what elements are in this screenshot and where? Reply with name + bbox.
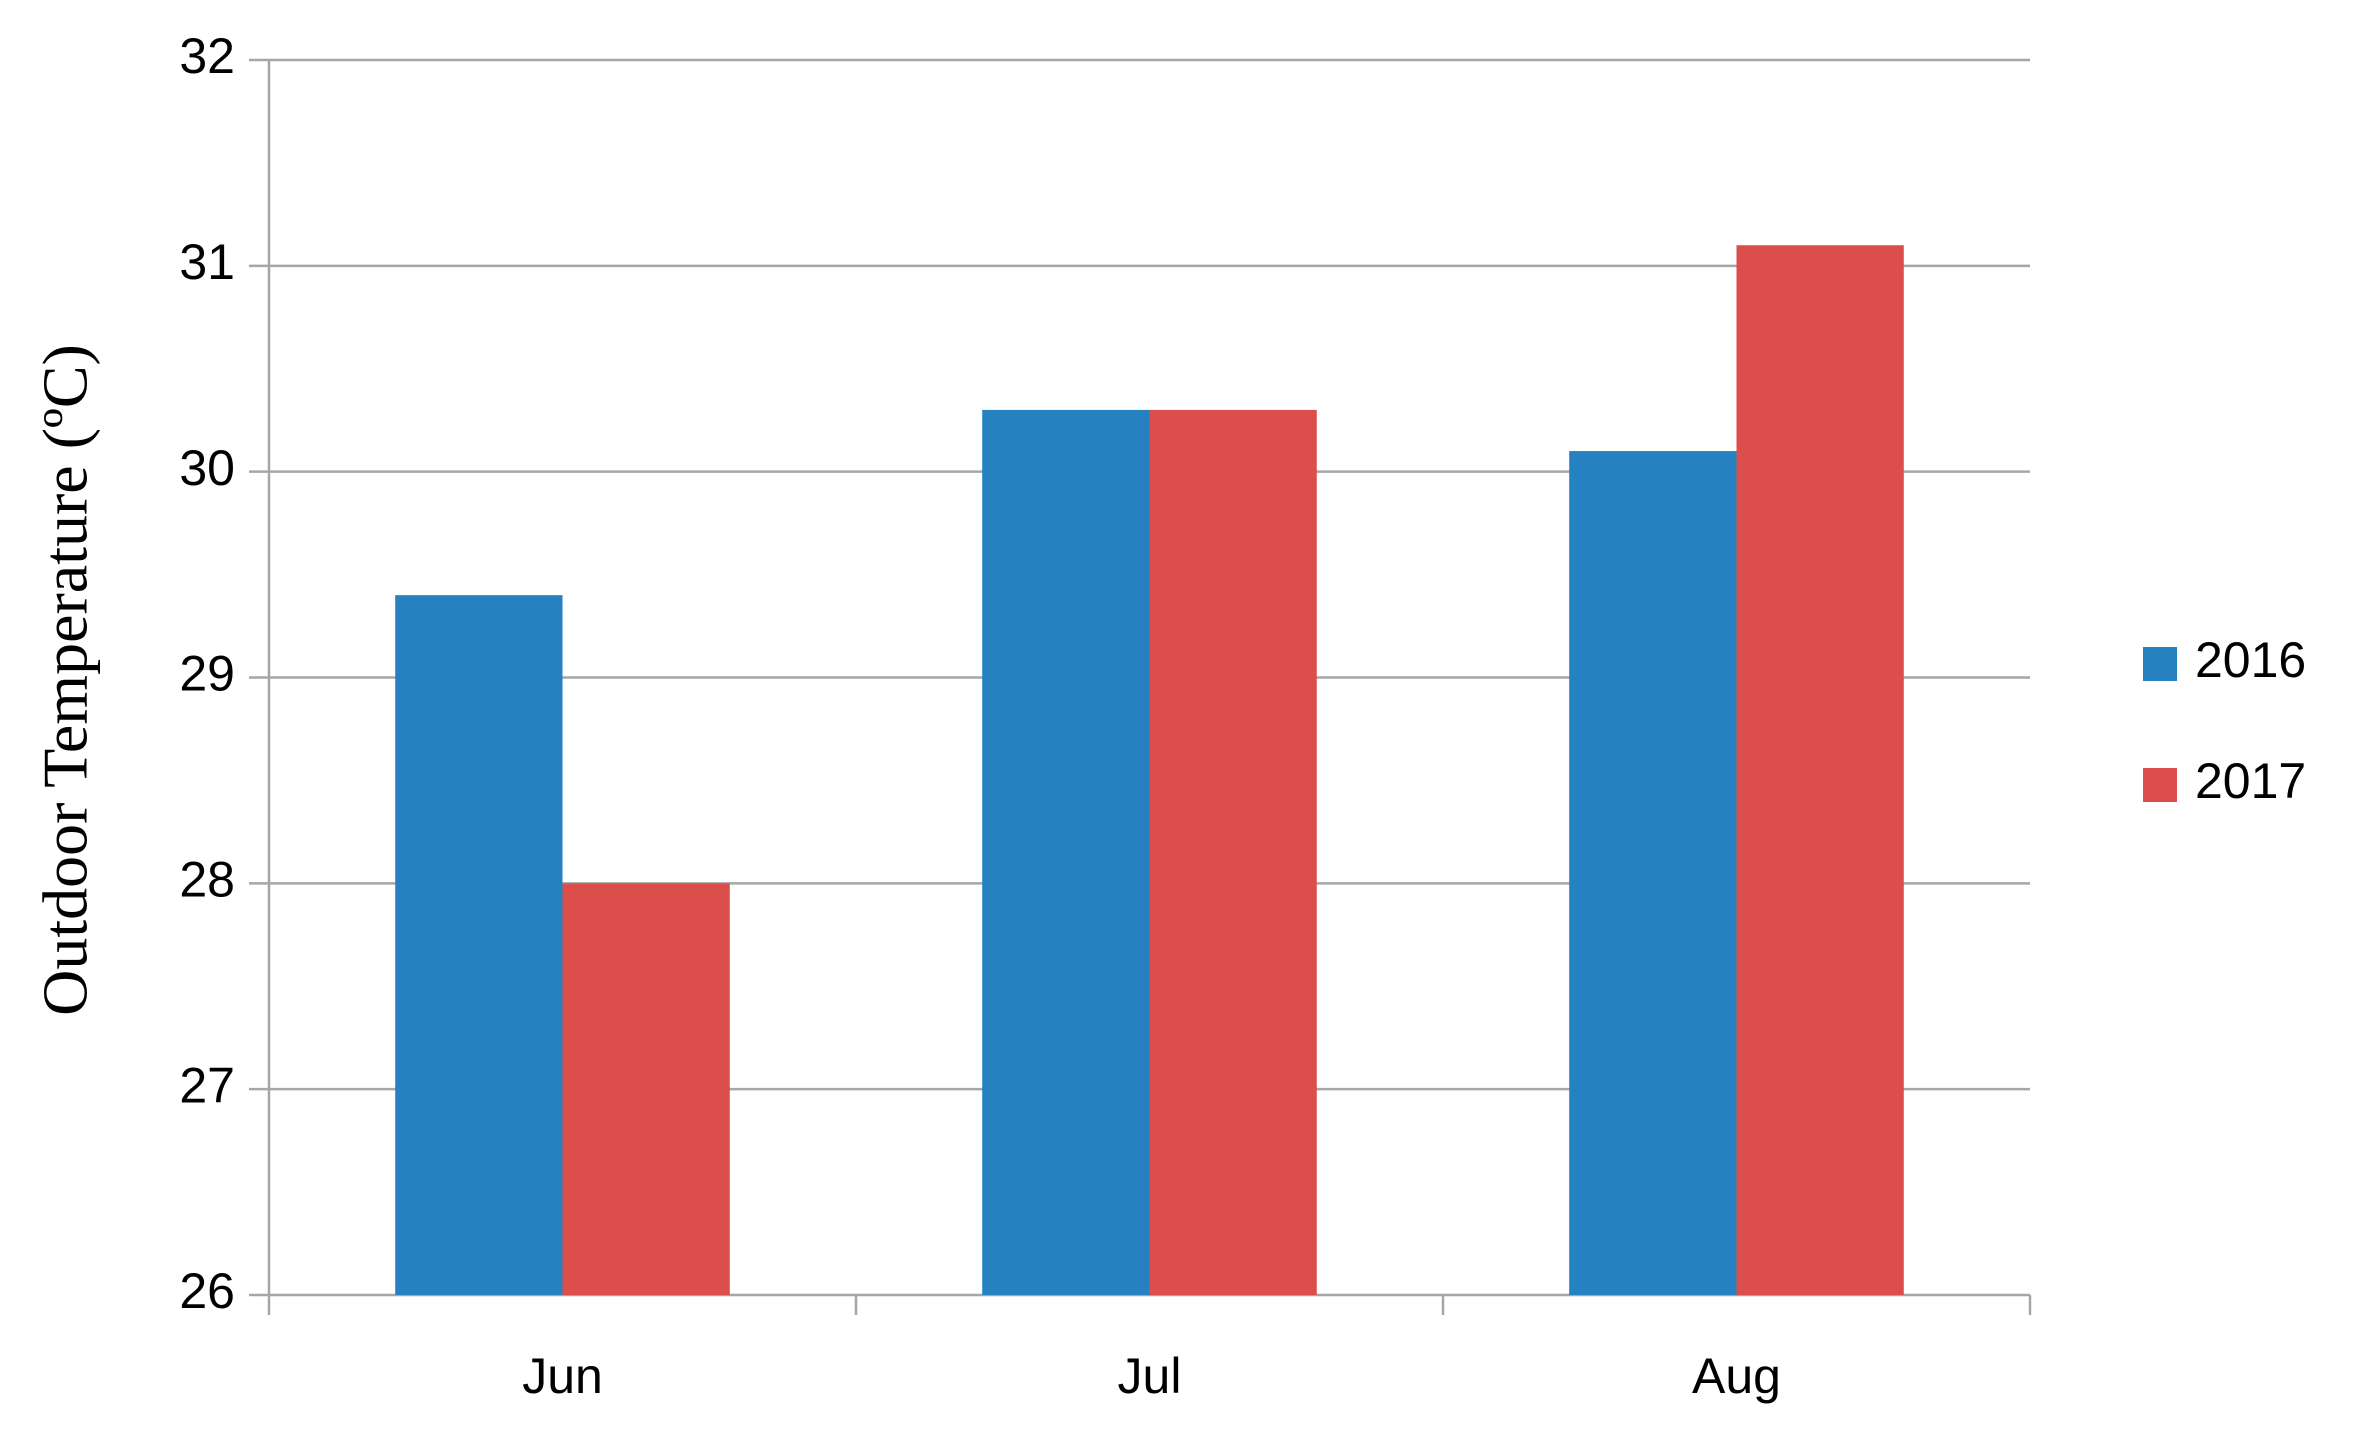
bar <box>395 595 563 1295</box>
y-tick-label: 29 <box>179 646 235 702</box>
x-tick-label: Jun <box>522 1348 603 1404</box>
y-axis-title: Outdoor Temperature (ºC) <box>30 344 101 1016</box>
bar <box>1736 245 1904 1295</box>
y-tick-label: 26 <box>179 1263 235 1319</box>
legend-label: 2017 <box>2195 753 2306 809</box>
y-tick-label: 30 <box>179 440 235 496</box>
bar <box>982 409 1150 1296</box>
legend-swatch <box>2143 647 2177 681</box>
y-tick-label: 28 <box>179 852 235 908</box>
bar <box>562 883 730 1295</box>
legend-label: 2016 <box>2195 632 2306 688</box>
y-tick-label: 31 <box>179 234 235 290</box>
y-tick-label: 27 <box>179 1057 235 1113</box>
legend-swatch <box>2143 768 2177 802</box>
x-tick-label: Aug <box>1692 1348 1781 1404</box>
y-tick-label: 32 <box>179 28 235 84</box>
bar <box>1149 409 1317 1296</box>
bar <box>1569 451 1737 1295</box>
x-tick-label: Jul <box>1118 1348 1182 1404</box>
